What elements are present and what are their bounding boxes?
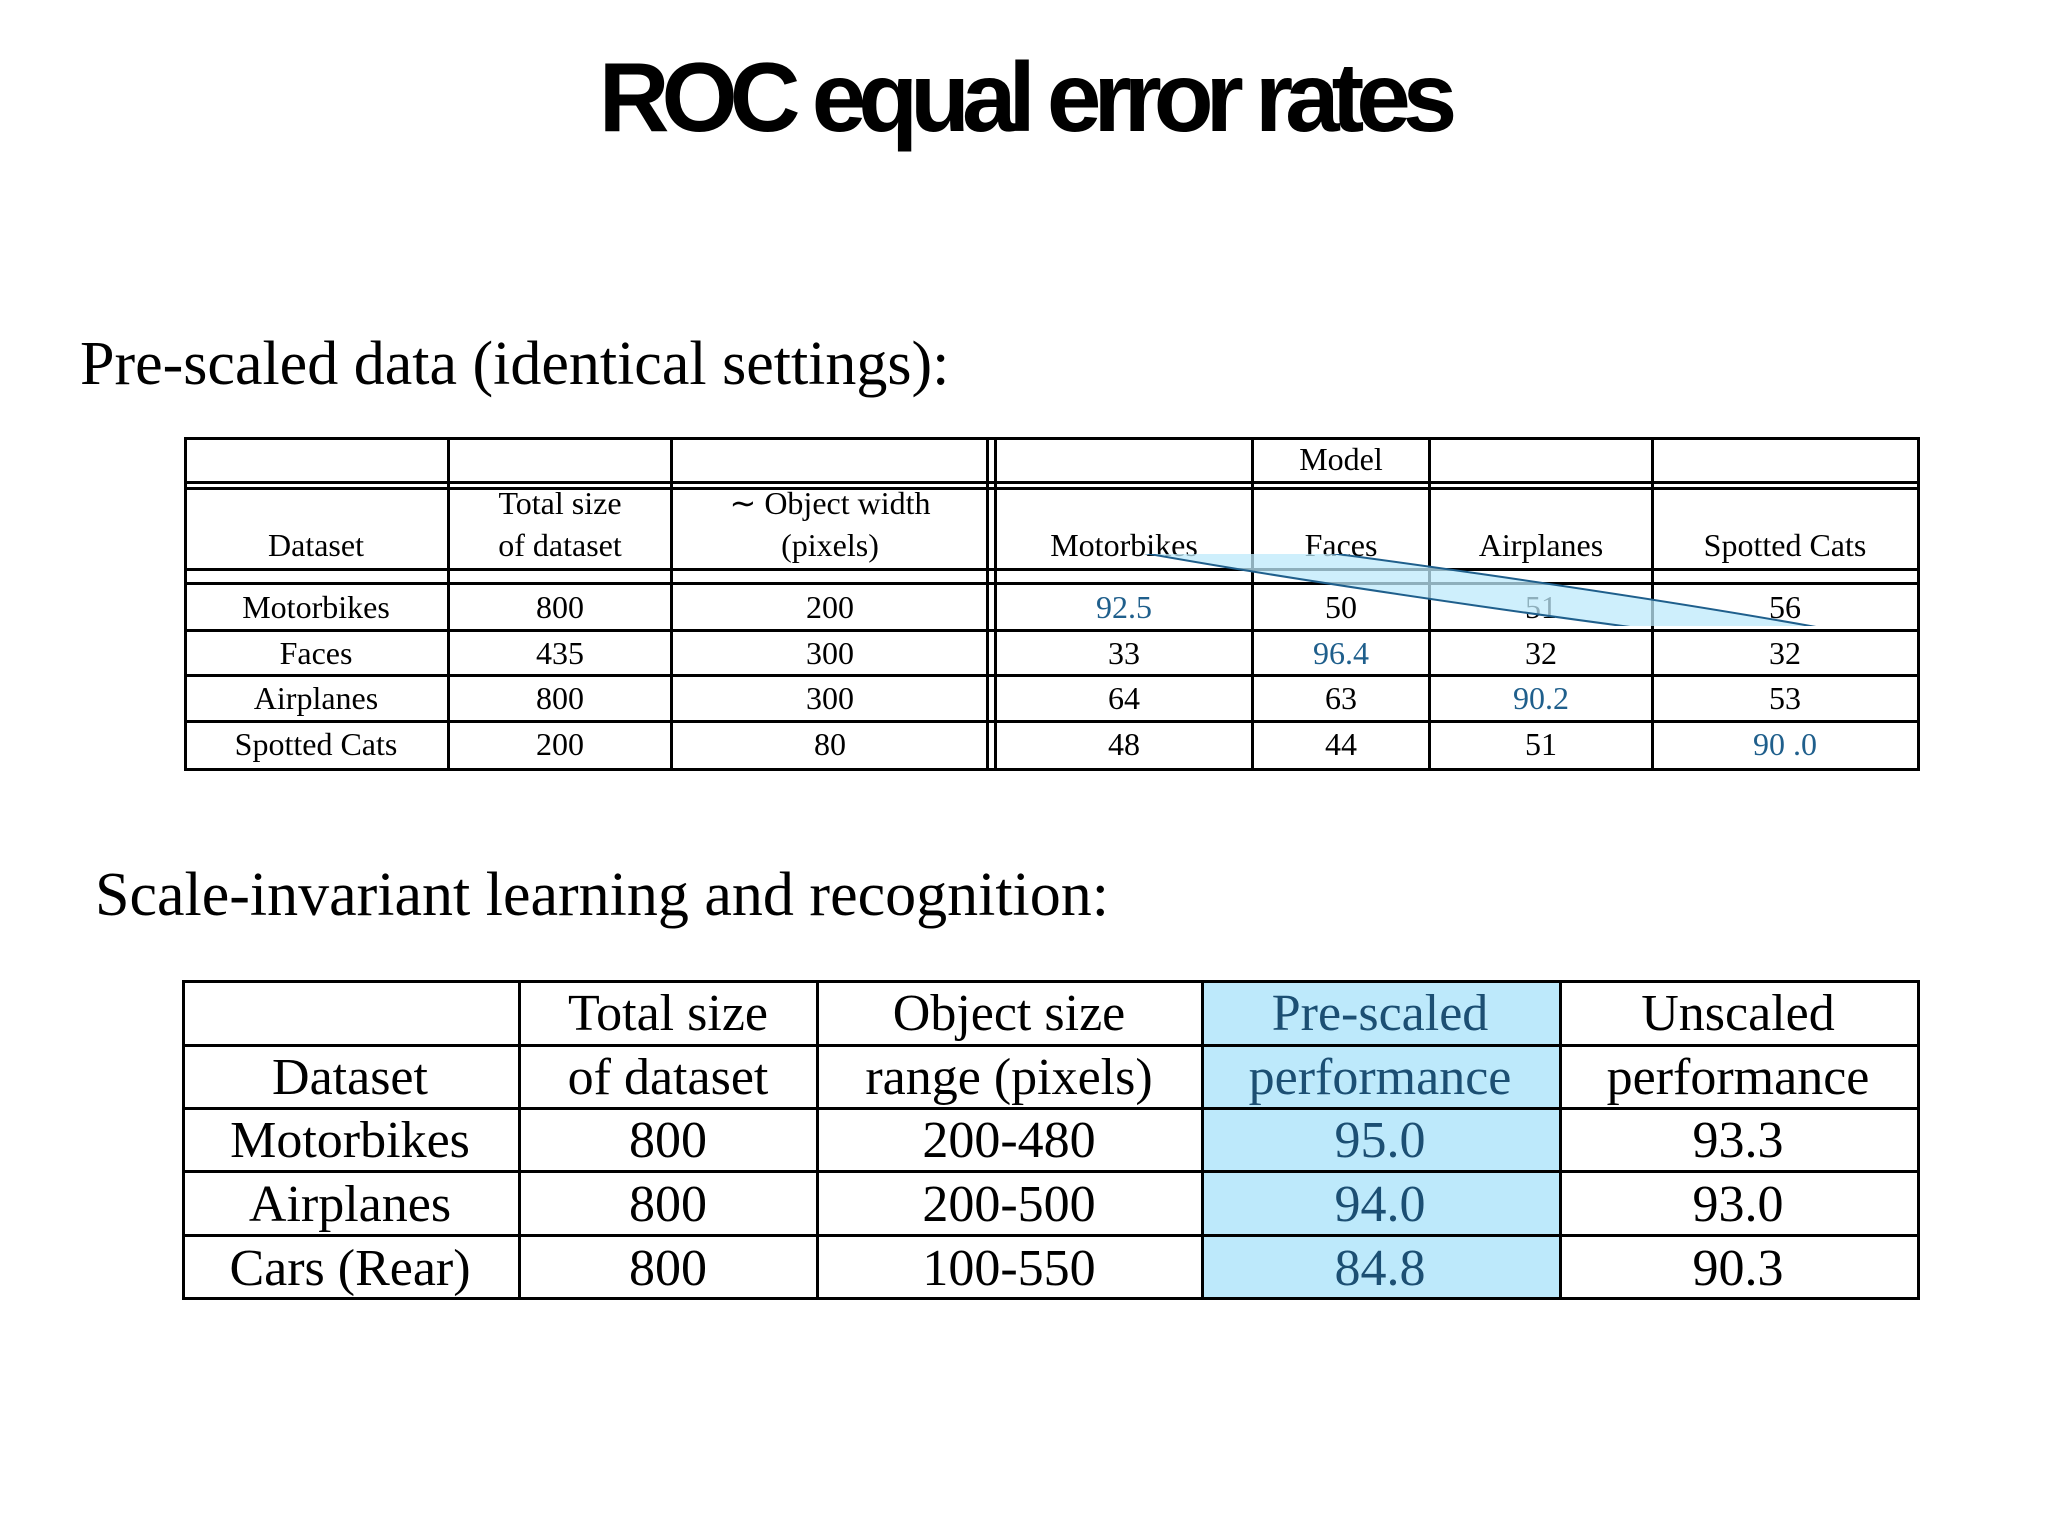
table-cell: 80 [814,726,846,762]
table-rule [184,674,1920,677]
table-cell: Cars (Rear) [229,1240,471,1297]
table-rule [184,437,1920,440]
table-rule [182,1107,1920,1110]
table-cell-diagonal: 92.5 [1096,589,1152,625]
header-model-spotted-cats: Spotted Cats [1703,527,1867,563]
table-cell: 51 [1525,589,1557,625]
prescaled-results-table: Model Dataset Total size of dataset ∼ Ob… [184,437,1920,771]
header-object-size-range: Object size [892,985,1126,1042]
table-cell: 93.3 [1692,1112,1784,1169]
table-rule [1917,980,1920,1300]
table-cell: 63 [1325,680,1357,716]
header-object-width: (pixels) [781,527,879,563]
header-object-size-range: range (pixels) [865,1049,1153,1106]
header-total-size: Total size [568,985,768,1042]
table-rule [182,1044,1920,1047]
table-cell: 53 [1769,680,1801,716]
table-cell: 90.3 [1692,1240,1784,1297]
table-rule [1201,980,1204,1300]
header-model-faces: Faces [1304,527,1378,563]
header-total-size: of dataset [567,1049,769,1106]
table-rule [1559,980,1562,1300]
table-cell: 56 [1769,589,1801,625]
table-cell: Motorbikes [230,1112,470,1169]
table-cell: 51 [1525,726,1557,762]
table-cell: 200 [806,589,854,625]
table-rule [182,1297,1920,1300]
model-group-header: Model [1299,441,1383,477]
table-cell: Airplanes [248,1176,452,1233]
table-cell: 200-500 [922,1176,1096,1233]
header-unscaled-performance: Unscaled [1641,985,1835,1042]
table-rule [670,437,673,771]
table-cell: 84.8 [1334,1240,1426,1297]
table-cell: Spotted Cats [234,726,398,762]
table-cell: 93.0 [1692,1176,1784,1233]
table-rule [1917,437,1920,771]
table-rule [518,980,521,1300]
table-cell: 33 [1108,635,1140,671]
header-prescaled-performance: Pre-scaled [1271,985,1489,1042]
table-cell: Motorbikes [242,589,390,625]
section-heading-scale-invariant: Scale-invariant learning and recognition… [95,861,1110,929]
table-cell: 800 [629,1176,707,1233]
table-rule [184,629,1920,632]
header-total-size: of dataset [498,527,622,563]
table-cell: 200 [536,726,584,762]
table-cell: 800 [629,1112,707,1169]
table-rule [184,568,1920,571]
table-rule [182,1234,1920,1237]
table-rule [1651,437,1654,771]
table-cell-diagonal: 96.4 [1313,635,1369,671]
page-title: ROC equal error rates [598,42,1457,152]
prescaled-column-highlight [1201,980,1559,1300]
table-rule [184,487,1920,490]
table-cell: 200-480 [922,1112,1096,1169]
scale-invariant-results-table: Dataset Total size of dataset Object siz… [182,980,1920,1300]
table-cell: 48 [1108,726,1140,762]
table-rule [184,582,1920,585]
table-cell: 435 [536,635,584,671]
table-cell: 50 [1325,589,1357,625]
table-cell-diagonal: 90 .0 [1753,726,1817,762]
header-dataset: Dataset [268,527,364,563]
table-rule [994,437,997,771]
table-cell: 32 [1525,635,1557,671]
table-rule [816,980,819,1300]
table-cell: 32 [1769,635,1801,671]
table-rule [986,437,989,771]
header-model-airplanes: Airplanes [1478,527,1604,563]
header-total-size: Total size [498,485,622,521]
table-rule [184,720,1920,723]
table-rule [184,481,1920,484]
table-cell: 94.0 [1334,1176,1426,1233]
table-cell: 800 [536,589,584,625]
table-rule [182,980,1920,983]
table-rule [184,437,187,771]
table-rule [1251,437,1254,771]
section-heading-prescaled: Pre-scaled data (identical settings): [80,330,950,398]
table-cell: 44 [1325,726,1357,762]
table-cell: 64 [1108,680,1140,716]
table-cell: 800 [629,1240,707,1297]
table-cell: 95.0 [1334,1112,1426,1169]
header-unscaled-performance: performance [1606,1049,1870,1106]
table-rule [182,980,185,1300]
table-cell-diagonal: 90.2 [1513,680,1569,716]
table-rule [1428,437,1431,771]
table-cell: Faces [279,635,353,671]
header-model-motorbikes: Motorbikes [1050,527,1198,563]
table-rule [182,1170,1920,1173]
header-dataset: Dataset [272,1049,428,1106]
table-cell: 100-550 [922,1240,1096,1297]
header-object-width: ∼ Object width [729,485,931,521]
table-cell: 300 [806,680,854,716]
table-rule [184,768,1920,771]
table-cell: 300 [806,635,854,671]
table-cell: 800 [536,680,584,716]
table-rule [447,437,450,771]
header-prescaled-performance: performance [1248,1049,1512,1106]
table-cell: Airplanes [253,680,379,716]
